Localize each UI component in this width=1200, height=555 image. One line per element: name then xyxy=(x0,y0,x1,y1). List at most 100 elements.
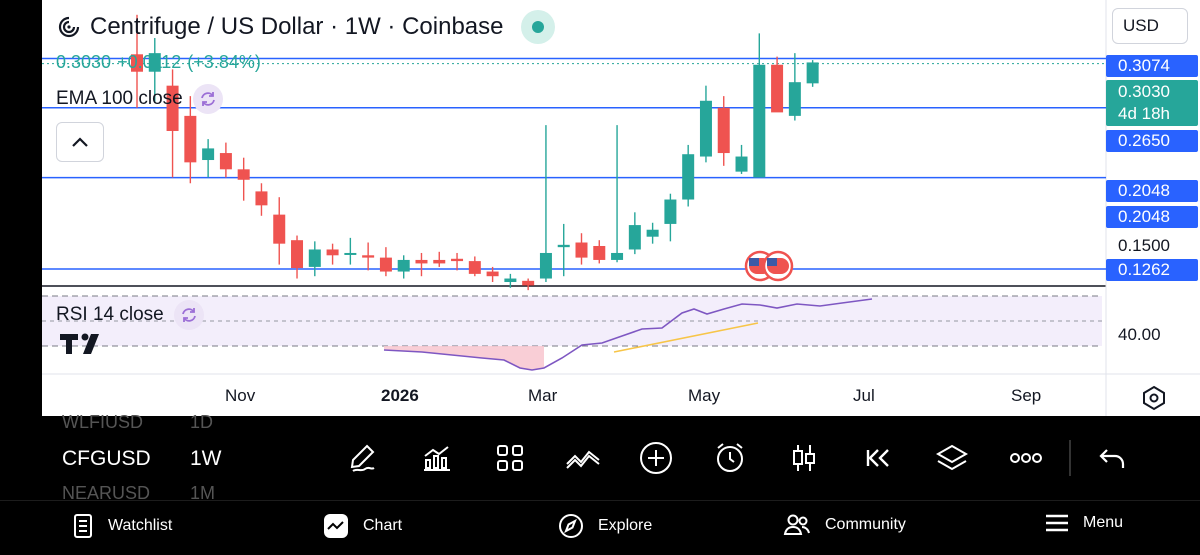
chart-panel[interactable]: Centrifuge / US Dollar · 1W · Coinbase 0… xyxy=(42,0,1200,416)
templates-button[interactable] xyxy=(492,440,528,476)
price-label-text: 0.3074 xyxy=(1118,56,1170,75)
layers-icon xyxy=(935,444,969,471)
loading-icon-rsi xyxy=(173,300,204,330)
candle-body xyxy=(788,82,801,116)
undo-icon xyxy=(1099,449,1125,468)
rsi-label: RSI 14 close xyxy=(56,304,164,325)
price-label-level-2: 0.2650 xyxy=(1106,130,1198,152)
candle-body xyxy=(771,64,784,113)
symbol-prev[interactable]: WLFIUSD xyxy=(62,412,143,432)
chart-title-row[interactable]: Centrifuge / US Dollar · 1W · Coinbase xyxy=(56,10,556,44)
price-label-last: 0.3030 4d 18h xyxy=(1106,80,1198,126)
x-tick-label: Sep xyxy=(1011,386,1042,405)
community-icon xyxy=(783,514,810,535)
more-button[interactable] xyxy=(1008,440,1044,476)
timeframe-prev[interactable]: 1D xyxy=(190,412,214,432)
candle-body xyxy=(682,154,695,200)
alert-button[interactable] xyxy=(712,440,748,476)
candle-body xyxy=(273,214,286,244)
candle-body xyxy=(575,242,588,258)
us-flag-icon-2-canton xyxy=(767,258,777,266)
rsi-ma-line xyxy=(613,322,759,353)
draw-button[interactable] xyxy=(345,440,381,476)
price-label-level-3: 0.2048 xyxy=(1106,180,1198,202)
nav-menu[interactable]: Menu xyxy=(1045,513,1123,533)
rsi-pane xyxy=(42,295,1102,371)
nav-explore-label: Explore xyxy=(598,517,653,534)
rsi-line xyxy=(383,298,873,371)
watchlist-icon xyxy=(74,514,92,538)
collapse-legend-button[interactable] xyxy=(56,122,104,162)
event-flags[interactable] xyxy=(744,250,794,282)
chart-canvas[interactable] xyxy=(42,0,1200,416)
timeframe-next[interactable]: 1M xyxy=(190,483,216,503)
symbol-next[interactable]: NEARUSD xyxy=(62,483,151,503)
price-label-text: 0.2650 xyxy=(1118,131,1170,150)
currency-label: USD xyxy=(1123,16,1159,35)
price-label-text: 0.2048 xyxy=(1118,207,1170,226)
candle-body xyxy=(379,257,392,272)
price-label-level-4: 0.2048 xyxy=(1106,206,1198,228)
candle-body xyxy=(753,64,766,178)
currency-selector[interactable]: USD xyxy=(1112,8,1188,44)
candle-body xyxy=(504,278,517,283)
candle-body xyxy=(326,249,339,256)
ema-indicator-legend[interactable]: EMA 100 close xyxy=(56,84,223,114)
nav-menu-label: Menu xyxy=(1083,514,1124,531)
rsi-oversold-fill xyxy=(384,346,544,370)
x-tick-label: May xyxy=(688,386,721,405)
x-tick-label: 2026 xyxy=(381,386,419,405)
chevron-up-icon xyxy=(72,137,88,147)
add-button[interactable] xyxy=(638,440,674,476)
candle-body xyxy=(202,148,215,161)
tradingview-logo-icon xyxy=(60,333,99,354)
x-tick-label: Mar xyxy=(528,386,558,405)
price-label-text: 0.1262 xyxy=(1118,260,1170,279)
templates-icon xyxy=(497,445,523,471)
chart-type-button[interactable] xyxy=(786,440,822,476)
candle-body xyxy=(486,271,499,277)
candle-body xyxy=(184,115,197,163)
candle-body xyxy=(468,261,481,274)
layers-button[interactable] xyxy=(934,440,970,476)
add-icon xyxy=(640,442,672,474)
candle-body xyxy=(539,252,552,279)
symbol-current[interactable]: CFGUSD xyxy=(62,447,151,470)
rsi-indicator-legend[interactable]: RSI 14 close xyxy=(56,300,204,330)
chart-settings-icon[interactable] xyxy=(1140,384,1168,412)
candle-body xyxy=(344,252,357,255)
nav-community-label: Community xyxy=(825,516,906,533)
nav-community[interactable]: Community xyxy=(783,513,906,537)
candle-body xyxy=(255,191,268,206)
candle-body xyxy=(628,225,641,250)
indicators-icon xyxy=(424,446,450,471)
last-price-label: 0.3030 xyxy=(1118,82,1170,101)
last-price: 0.3030 xyxy=(56,52,112,72)
x-tick-label: Jul xyxy=(853,386,875,405)
candle-body xyxy=(451,258,464,262)
nav-chart[interactable]: Chart xyxy=(323,513,402,539)
candle-body xyxy=(308,249,321,267)
timeframe-current[interactable]: 1W xyxy=(190,447,222,470)
candle-body xyxy=(219,153,232,170)
candle-body xyxy=(717,107,730,154)
indicators-button[interactable] xyxy=(418,440,454,476)
compare-button[interactable] xyxy=(565,440,601,476)
candle-body xyxy=(415,259,428,264)
candle-body xyxy=(166,85,179,131)
x-tick-label: Nov xyxy=(225,386,256,405)
candle-body xyxy=(611,252,624,260)
centrifuge-logo-icon xyxy=(56,14,82,40)
rsi-axis-tick: 40.00 xyxy=(1118,325,1161,344)
candle-body xyxy=(664,199,677,224)
candle-body xyxy=(806,62,819,84)
undo-button[interactable] xyxy=(1094,440,1130,476)
nav-watchlist[interactable]: Watchlist xyxy=(72,513,172,539)
compare-icon xyxy=(566,450,600,469)
nav-explore[interactable]: Explore xyxy=(558,513,652,539)
draw-icon xyxy=(350,444,375,472)
price-change: +0.0112 xyxy=(117,52,182,72)
candles-icon xyxy=(793,445,815,471)
replay-button[interactable] xyxy=(860,440,896,476)
replay-icon xyxy=(866,449,889,467)
